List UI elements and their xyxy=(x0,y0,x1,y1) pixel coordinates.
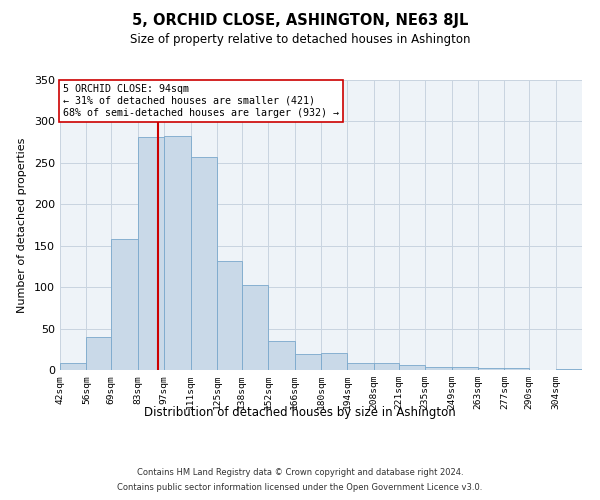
Text: 5 ORCHID CLOSE: 94sqm
← 31% of detached houses are smaller (421)
68% of semi-det: 5 ORCHID CLOSE: 94sqm ← 31% of detached … xyxy=(62,84,338,117)
Bar xyxy=(295,354,321,370)
Bar xyxy=(217,260,242,370)
Text: Size of property relative to detached houses in Ashington: Size of property relative to detached ho… xyxy=(130,32,470,46)
Y-axis label: Number of detached properties: Number of detached properties xyxy=(17,138,27,312)
Bar xyxy=(556,369,582,370)
Text: Contains public sector information licensed under the Open Government Licence v3: Contains public sector information licen… xyxy=(118,483,482,492)
Bar xyxy=(268,341,295,370)
Bar xyxy=(398,365,425,370)
Bar xyxy=(425,366,452,370)
Bar xyxy=(86,337,111,370)
Bar xyxy=(347,364,374,370)
Text: Distribution of detached houses by size in Ashington: Distribution of detached houses by size … xyxy=(144,406,456,419)
Bar xyxy=(164,136,191,370)
Bar xyxy=(374,364,398,370)
Bar xyxy=(452,366,478,370)
Bar xyxy=(478,368,505,370)
Bar xyxy=(137,137,164,370)
Bar xyxy=(191,157,217,370)
Bar xyxy=(242,286,268,370)
Bar xyxy=(60,364,86,370)
Bar xyxy=(505,368,529,370)
Bar xyxy=(111,239,137,370)
Bar xyxy=(321,354,347,370)
Text: Contains HM Land Registry data © Crown copyright and database right 2024.: Contains HM Land Registry data © Crown c… xyxy=(137,468,463,477)
Text: 5, ORCHID CLOSE, ASHINGTON, NE63 8JL: 5, ORCHID CLOSE, ASHINGTON, NE63 8JL xyxy=(132,12,468,28)
